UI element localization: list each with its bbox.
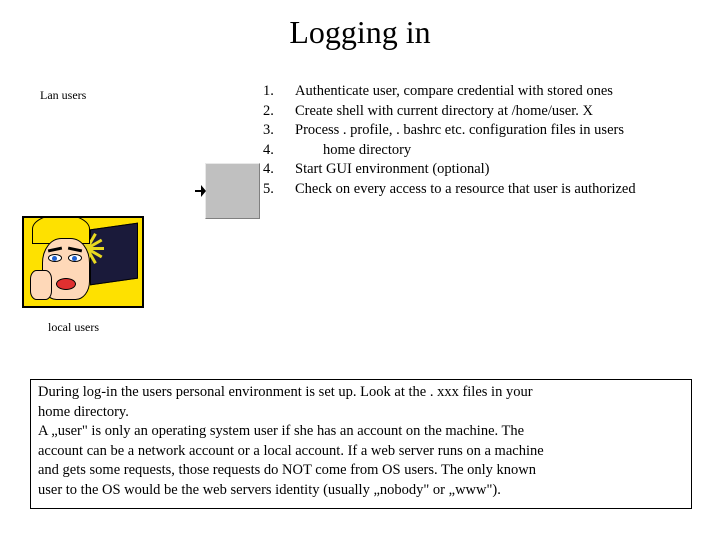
server-box [205,163,260,219]
list-num: 3. [263,121,295,141]
arrow-head-icon [201,185,206,197]
list-item: Start GUI environment (optional) [295,160,636,180]
list-item: Create shell with current directory at /… [295,102,636,122]
list-item: home directory [295,141,636,161]
list-items: Authenticate user, compare credential wi… [295,82,636,199]
list-item: Check on every access to a resource that… [295,180,636,200]
note-line: user to the OS would be the web servers … [38,481,684,501]
note-line: During log-in the users personal environ… [38,383,684,403]
list-num: 4. [263,141,295,161]
steps-list: 1. 2. 3. 4. 4. 5. Authenticate user, com… [263,82,636,199]
page-title: Logging in [0,14,720,51]
note-line: account can be a network account or a lo… [38,442,684,462]
lan-users-label: Lan users [40,88,86,103]
note-line: home directory. [38,403,684,423]
list-item: Authenticate user, compare credential wi… [295,82,636,102]
list-num: 4. [263,160,295,180]
list-num: 1. [263,82,295,102]
note-line: and gets some requests, those requests d… [38,461,684,481]
local-users-label: local users [48,320,99,335]
note-box: During log-in the users personal environ… [30,379,692,509]
note-line: A „user" is only an operating system use… [38,422,684,442]
popart-illustration [22,216,144,308]
list-num: 5. [263,180,295,200]
list-item: Process . profile, . bashrc etc. configu… [295,121,636,141]
list-numbers: 1. 2. 3. 4. 4. 5. [263,82,295,199]
list-num: 2. [263,102,295,122]
